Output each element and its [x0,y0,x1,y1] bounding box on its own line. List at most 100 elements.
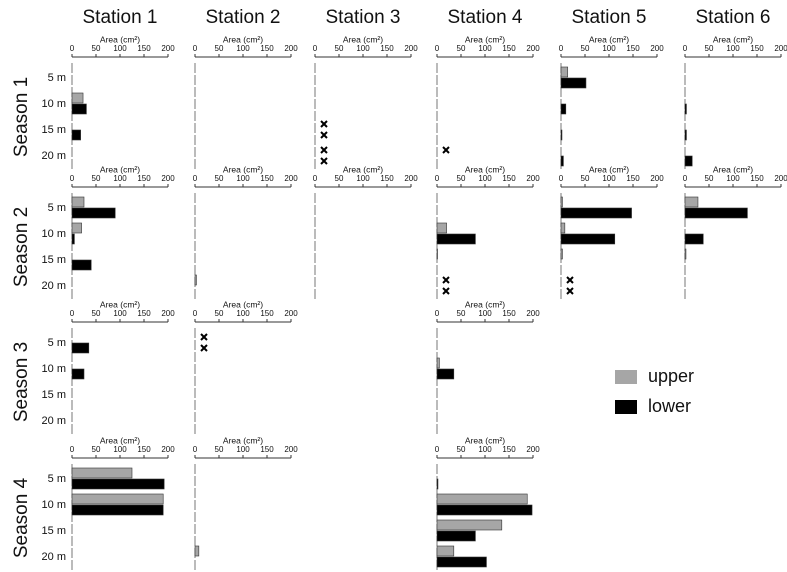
no-data-cross [320,120,328,128]
x-tick-label: 200 [284,309,298,318]
bar [71,129,81,141]
x-tick-label: 0 [559,44,564,53]
x-tick-label: 100 [113,309,127,318]
bar [684,233,704,245]
no-data-cross [320,131,328,139]
bar [560,155,564,167]
y-tick-label: 5 m [48,202,66,214]
x-axis-label: Area (cm²) [343,164,383,174]
no-data-cross [566,276,574,284]
x-tick-label: 50 [705,174,714,183]
y-tick-label: 20 m [42,415,66,427]
bar [71,478,165,490]
column-title: Station 6 [696,7,771,28]
x-tick-label: 150 [626,44,640,53]
bar [71,92,84,104]
x-tick-label: 0 [435,44,440,53]
x-tick-label: 150 [750,174,764,183]
bar [71,504,164,516]
x-tick-label: 100 [478,445,492,454]
x-tick-label: 0 [193,174,198,183]
bar [560,248,563,260]
row-title: Season 4 [11,477,32,558]
x-tick-label: 100 [478,174,492,183]
x-tick-label: 150 [380,44,394,53]
x-tick-label: 200 [404,44,418,53]
bar [436,478,439,490]
row-title: Season 3 [11,342,32,422]
bar [560,196,563,208]
x-tick-label: 200 [161,445,175,454]
x-tick-label: 100 [113,445,127,454]
bar [684,196,699,208]
no-data-cross [442,287,450,295]
x-tick-label: 100 [356,44,370,53]
x-tick-label: 100 [236,44,250,53]
y-tick-label: 5 m [48,337,66,349]
x-tick-label: 50 [457,44,466,53]
x-tick-label: 0 [193,309,198,318]
bar [436,233,476,245]
x-tick-label: 50 [92,309,101,318]
x-axis-label: Area (cm²) [713,164,753,174]
x-tick-label: 50 [335,44,344,53]
x-tick-label: 200 [161,44,175,53]
y-tick-label: 5 m [48,473,66,485]
bar [436,556,487,568]
x-axis-label: Area (cm²) [465,435,505,445]
x-tick-label: 100 [113,44,127,53]
column-title: Station 4 [448,7,523,28]
x-tick-label: 200 [284,44,298,53]
bar [436,545,455,557]
x-tick-label: 50 [581,174,590,183]
bar [71,259,92,271]
x-tick-label: 50 [92,445,101,454]
y-tick-label: 10 m [42,499,66,511]
x-tick-label: 200 [161,309,175,318]
x-tick-label: 50 [581,44,590,53]
x-tick-label: 100 [726,44,740,53]
x-tick-label: 50 [335,174,344,183]
x-tick-label: 0 [193,44,198,53]
bar [194,545,200,557]
no-data-cross [442,276,450,284]
x-axis-label: Area (cm²) [223,34,263,44]
bar [684,129,687,141]
bar [71,196,85,208]
bar [436,504,533,516]
bar [71,493,164,505]
x-tick-label: 50 [215,309,224,318]
no-data-cross [566,287,574,295]
y-tick-label: 10 m [42,98,66,110]
x-tick-label: 150 [502,44,516,53]
x-axis-label: Area (cm²) [100,299,140,309]
bar [436,368,455,380]
x-tick-label: 0 [559,174,564,183]
x-tick-label: 200 [161,174,175,183]
x-tick-label: 0 [435,445,440,454]
y-tick-label: 20 m [42,280,66,292]
x-tick-label: 0 [70,309,75,318]
x-axis-label: Area (cm²) [100,164,140,174]
x-tick-label: 200 [526,309,540,318]
no-data-cross [320,157,328,165]
x-tick-label: 50 [457,445,466,454]
legend-label: lower [648,396,691,416]
bar [71,233,75,245]
bar [436,357,440,369]
x-tick-label: 150 [502,445,516,454]
x-tick-label: 200 [774,174,787,183]
bar [436,493,528,505]
x-axis-label: Area (cm²) [100,34,140,44]
bar [560,233,616,245]
bar [436,519,503,531]
x-tick-label: 0 [70,445,75,454]
x-axis-label: Area (cm²) [713,34,753,44]
y-tick-label: 15 m [42,389,66,401]
x-tick-label: 50 [457,174,466,183]
x-tick-label: 150 [502,174,516,183]
bar [684,155,693,167]
x-tick-label: 100 [478,309,492,318]
no-data-cross [200,333,208,341]
